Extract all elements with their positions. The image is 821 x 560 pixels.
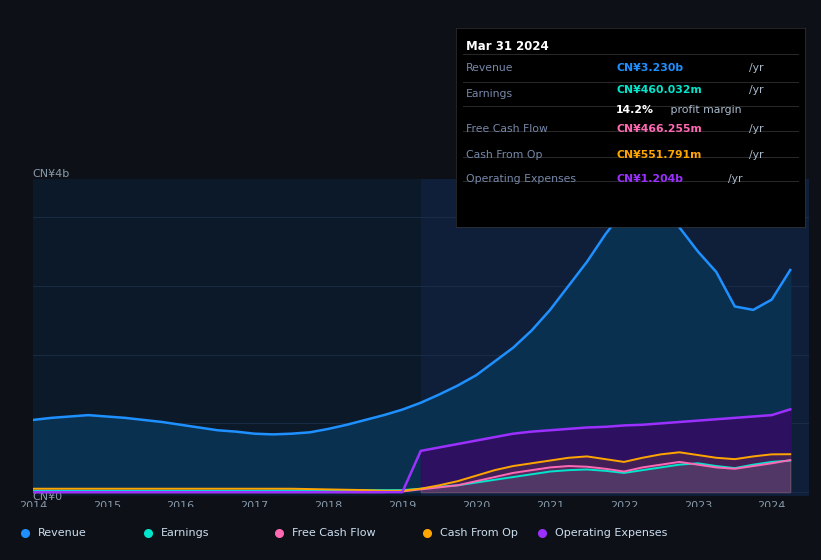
- Text: Operating Expenses: Operating Expenses: [555, 529, 667, 538]
- Text: CN¥0: CN¥0: [33, 492, 63, 502]
- Text: Cash From Op: Cash From Op: [440, 529, 518, 538]
- Text: /yr: /yr: [749, 124, 764, 134]
- Text: /yr: /yr: [749, 63, 764, 73]
- Text: Revenue: Revenue: [38, 529, 86, 538]
- Text: Mar 31 2024: Mar 31 2024: [466, 40, 549, 53]
- Text: CN¥551.791m: CN¥551.791m: [616, 150, 701, 160]
- Text: Earnings: Earnings: [466, 88, 513, 99]
- Text: Operating Expenses: Operating Expenses: [466, 174, 576, 184]
- Text: Revenue: Revenue: [466, 63, 514, 73]
- Text: /yr: /yr: [728, 174, 742, 184]
- Text: 14.2%: 14.2%: [616, 105, 654, 114]
- Text: CN¥460.032m: CN¥460.032m: [616, 85, 702, 95]
- Text: /yr: /yr: [749, 150, 764, 160]
- Text: /yr: /yr: [749, 85, 764, 95]
- Text: CN¥1.204b: CN¥1.204b: [616, 174, 683, 184]
- Text: CN¥3.230b: CN¥3.230b: [616, 63, 683, 73]
- Text: Earnings: Earnings: [161, 529, 209, 538]
- Text: CN¥4b: CN¥4b: [33, 169, 70, 179]
- Text: CN¥466.255m: CN¥466.255m: [616, 124, 702, 134]
- Text: Free Cash Flow: Free Cash Flow: [466, 124, 548, 134]
- Bar: [421, 179, 809, 496]
- Text: profit margin: profit margin: [667, 105, 741, 114]
- Text: Free Cash Flow: Free Cash Flow: [292, 529, 376, 538]
- Text: Cash From Op: Cash From Op: [466, 150, 543, 160]
